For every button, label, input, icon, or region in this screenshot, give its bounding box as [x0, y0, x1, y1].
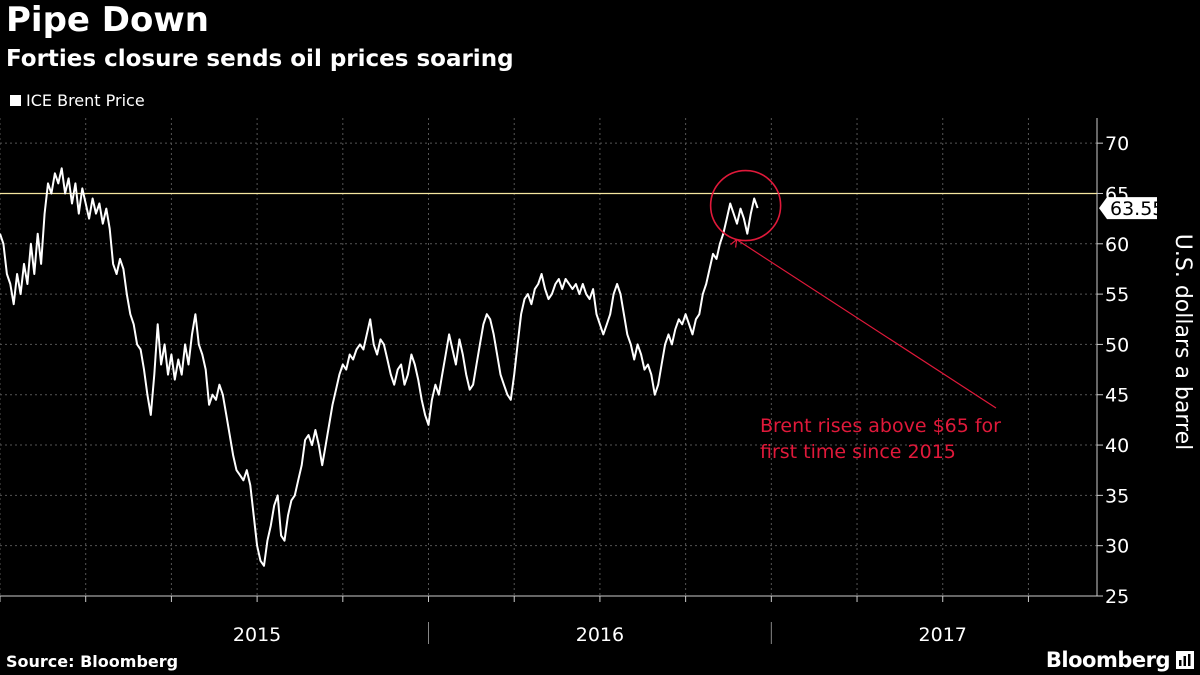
annotation-text-line2: first time since 2015: [760, 441, 956, 463]
y-tick-label: 30: [1105, 536, 1129, 558]
last-value-label: 63.55: [1110, 198, 1164, 220]
last-value-flag: [1099, 197, 1157, 220]
x-year-label: 2016: [576, 624, 624, 646]
annotation-text-line1: Brent rises above $65 for: [760, 415, 1001, 437]
y-tick-label: 45: [1105, 385, 1129, 407]
legend: ICE Brent Price: [10, 91, 145, 110]
annotation-arrow: [736, 239, 997, 409]
x-year-label: 2015: [233, 624, 281, 646]
chart-subtitle: Forties closure sends oil prices soaring: [6, 46, 514, 72]
x-year-label: 2017: [919, 624, 967, 646]
legend-swatch: [10, 95, 21, 106]
chart-title: Pipe Down: [6, 0, 210, 40]
series-layer: [0, 167, 1097, 567]
grid: [0, 118, 1097, 597]
y-tick-label: 55: [1105, 284, 1129, 306]
y-tick-label: 40: [1105, 435, 1129, 457]
y-tick-label: 35: [1105, 485, 1129, 507]
y-tick-label: 25: [1105, 586, 1129, 608]
brand-logo: Bloomberg: [1045, 648, 1171, 672]
chart-icon: [1176, 651, 1194, 669]
y-tick-label: 50: [1105, 334, 1129, 356]
legend-label: ICE Brent Price: [26, 91, 145, 110]
annotation-layer: 63.55 Brent rises above $65 for first time…: [709, 169, 1164, 463]
y-tick-label: 60: [1105, 234, 1129, 256]
annotation-arrowhead: [730, 239, 738, 248]
annotation-circle: [709, 169, 782, 242]
series-line-brent: [0, 167, 759, 567]
y-axis-title: U.S. dollars a barrel: [1170, 234, 1195, 450]
y-tick-label: 70: [1105, 133, 1129, 155]
source-note: Source: Bloomberg: [6, 652, 179, 671]
